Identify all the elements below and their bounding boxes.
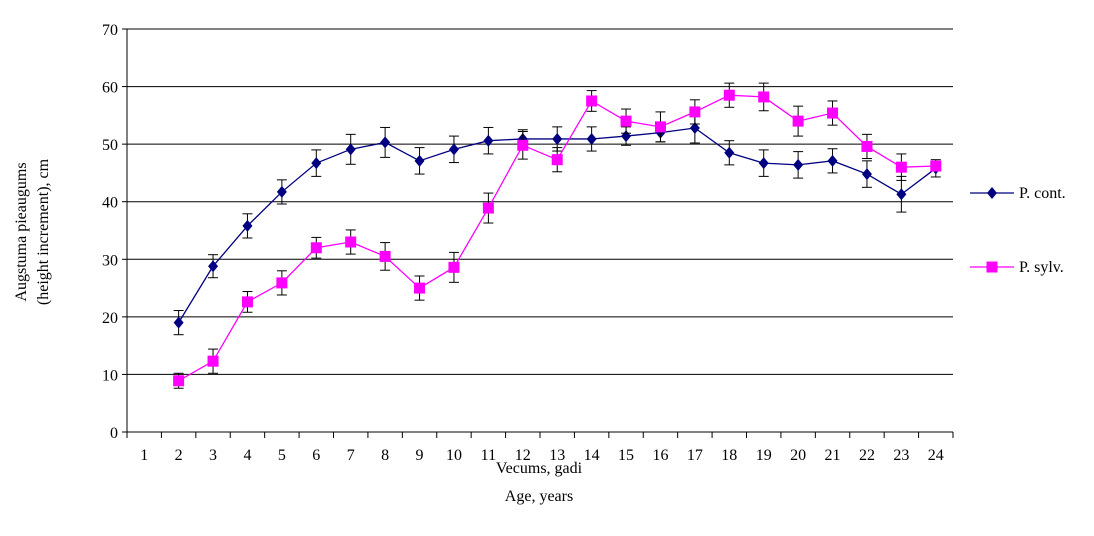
- x-tick-label: 22: [859, 447, 875, 464]
- x-tick-label: 24: [928, 447, 944, 464]
- legend-item-1: P. cont.: [970, 185, 1066, 202]
- data-point: [310, 242, 322, 254]
- y-tick-label: 0: [110, 425, 118, 442]
- x-tick-label: 8: [381, 447, 389, 464]
- x-tick-label: 19: [756, 447, 772, 464]
- y-tick-label: 70: [102, 22, 118, 39]
- x-tick-label: 20: [790, 447, 806, 464]
- data-point: [552, 132, 563, 145]
- x-axis-title-line2: Age, years: [505, 488, 573, 505]
- data-point: [792, 115, 804, 127]
- data-point: [620, 115, 632, 127]
- y-tick-label: 10: [102, 367, 118, 384]
- gridlines: [127, 28, 953, 375]
- data-point: [482, 202, 494, 214]
- data-point: [276, 277, 288, 289]
- data-point: [242, 219, 253, 232]
- data-point: [930, 160, 942, 172]
- y-axis-title-line1: Augstuma pieaugums: [13, 162, 30, 301]
- data-point: [208, 260, 219, 273]
- data-point: [896, 188, 907, 201]
- data-point: [414, 282, 426, 294]
- data-point: [586, 132, 597, 145]
- y-tick-label: 30: [102, 252, 118, 269]
- data-point: [448, 143, 459, 156]
- x-tick-label: 18: [721, 447, 737, 464]
- data-point: [551, 154, 563, 166]
- x-tick-label: 3: [209, 447, 217, 464]
- x-tick-label: 17: [687, 447, 703, 464]
- y-tick-labels: 0 10 20 30 40 50 60 70: [102, 22, 118, 442]
- data-point: [241, 296, 253, 308]
- data-point: [345, 143, 356, 156]
- data-point: [207, 355, 219, 367]
- x-tick-label: 14: [584, 447, 600, 464]
- data-point: [379, 250, 391, 262]
- data-point: [448, 261, 460, 273]
- legend-item-2: P. sylv.: [970, 259, 1064, 276]
- x-tick-label: 23: [893, 447, 909, 464]
- legend-marker: [987, 187, 997, 199]
- data-point: [586, 95, 598, 107]
- data-point: [311, 157, 322, 170]
- x-tick-label: 9: [416, 447, 424, 464]
- x-tick-labels: 1 2 3 4 5 6 7 8 9 10 11 12 13 14 15 16 17 18 19 20 21 22 23 24: [140, 447, 944, 464]
- axes: [122, 28, 954, 438]
- x-tick-label: 21: [825, 447, 841, 464]
- y-tick-label: 40: [102, 195, 118, 212]
- x-tick-label: 2: [175, 447, 183, 464]
- x-tick-label: 11: [481, 447, 496, 464]
- x-tick-label: 10: [446, 447, 462, 464]
- data-point: [724, 146, 735, 159]
- x-tick-label: 4: [243, 447, 251, 464]
- data-point: [861, 168, 872, 181]
- x-tick-label: 1: [140, 447, 148, 464]
- data-point: [173, 375, 185, 387]
- data-point: [414, 154, 425, 167]
- data-point: [758, 157, 769, 170]
- data-point: [517, 139, 529, 151]
- legend-label: P. cont.: [1019, 185, 1066, 202]
- data-point: [689, 122, 700, 135]
- legend: P. cont. P. sylv.: [970, 185, 1066, 276]
- y-tick-label: 60: [102, 80, 118, 97]
- series-2: [173, 82, 942, 389]
- x-tick-label: 16: [652, 447, 668, 464]
- data-point: [827, 154, 838, 167]
- data-point: [276, 185, 287, 198]
- x-tick-label: 15: [618, 447, 634, 464]
- data-point: [895, 161, 907, 173]
- x-tick-label: 7: [347, 447, 355, 464]
- y-axis-title-line2: (height increment), cm: [35, 158, 52, 305]
- y-tick-label: 20: [102, 310, 118, 327]
- data-point: [173, 316, 184, 329]
- data-point: [758, 91, 770, 103]
- y-tick-label: 50: [102, 137, 118, 154]
- data-point: [723, 89, 735, 101]
- x-tick-label: 12: [515, 447, 531, 464]
- series-group: [173, 82, 942, 389]
- data-point: [483, 134, 494, 147]
- series-1: [173, 112, 941, 336]
- data-point: [654, 121, 666, 133]
- data-point: [861, 140, 873, 152]
- x-axis-title-line1: Vecums, gadi: [496, 460, 583, 477]
- data-point: [345, 236, 357, 248]
- x-tick-label: 6: [312, 447, 320, 464]
- data-point: [827, 107, 839, 119]
- data-point: [689, 106, 701, 118]
- legend-label: P. sylv.: [1019, 259, 1064, 276]
- data-point: [380, 136, 391, 149]
- x-tick-label: 5: [278, 447, 286, 464]
- data-point: [793, 158, 804, 171]
- legend-marker: [986, 261, 998, 273]
- x-tick-label: 13: [549, 447, 565, 464]
